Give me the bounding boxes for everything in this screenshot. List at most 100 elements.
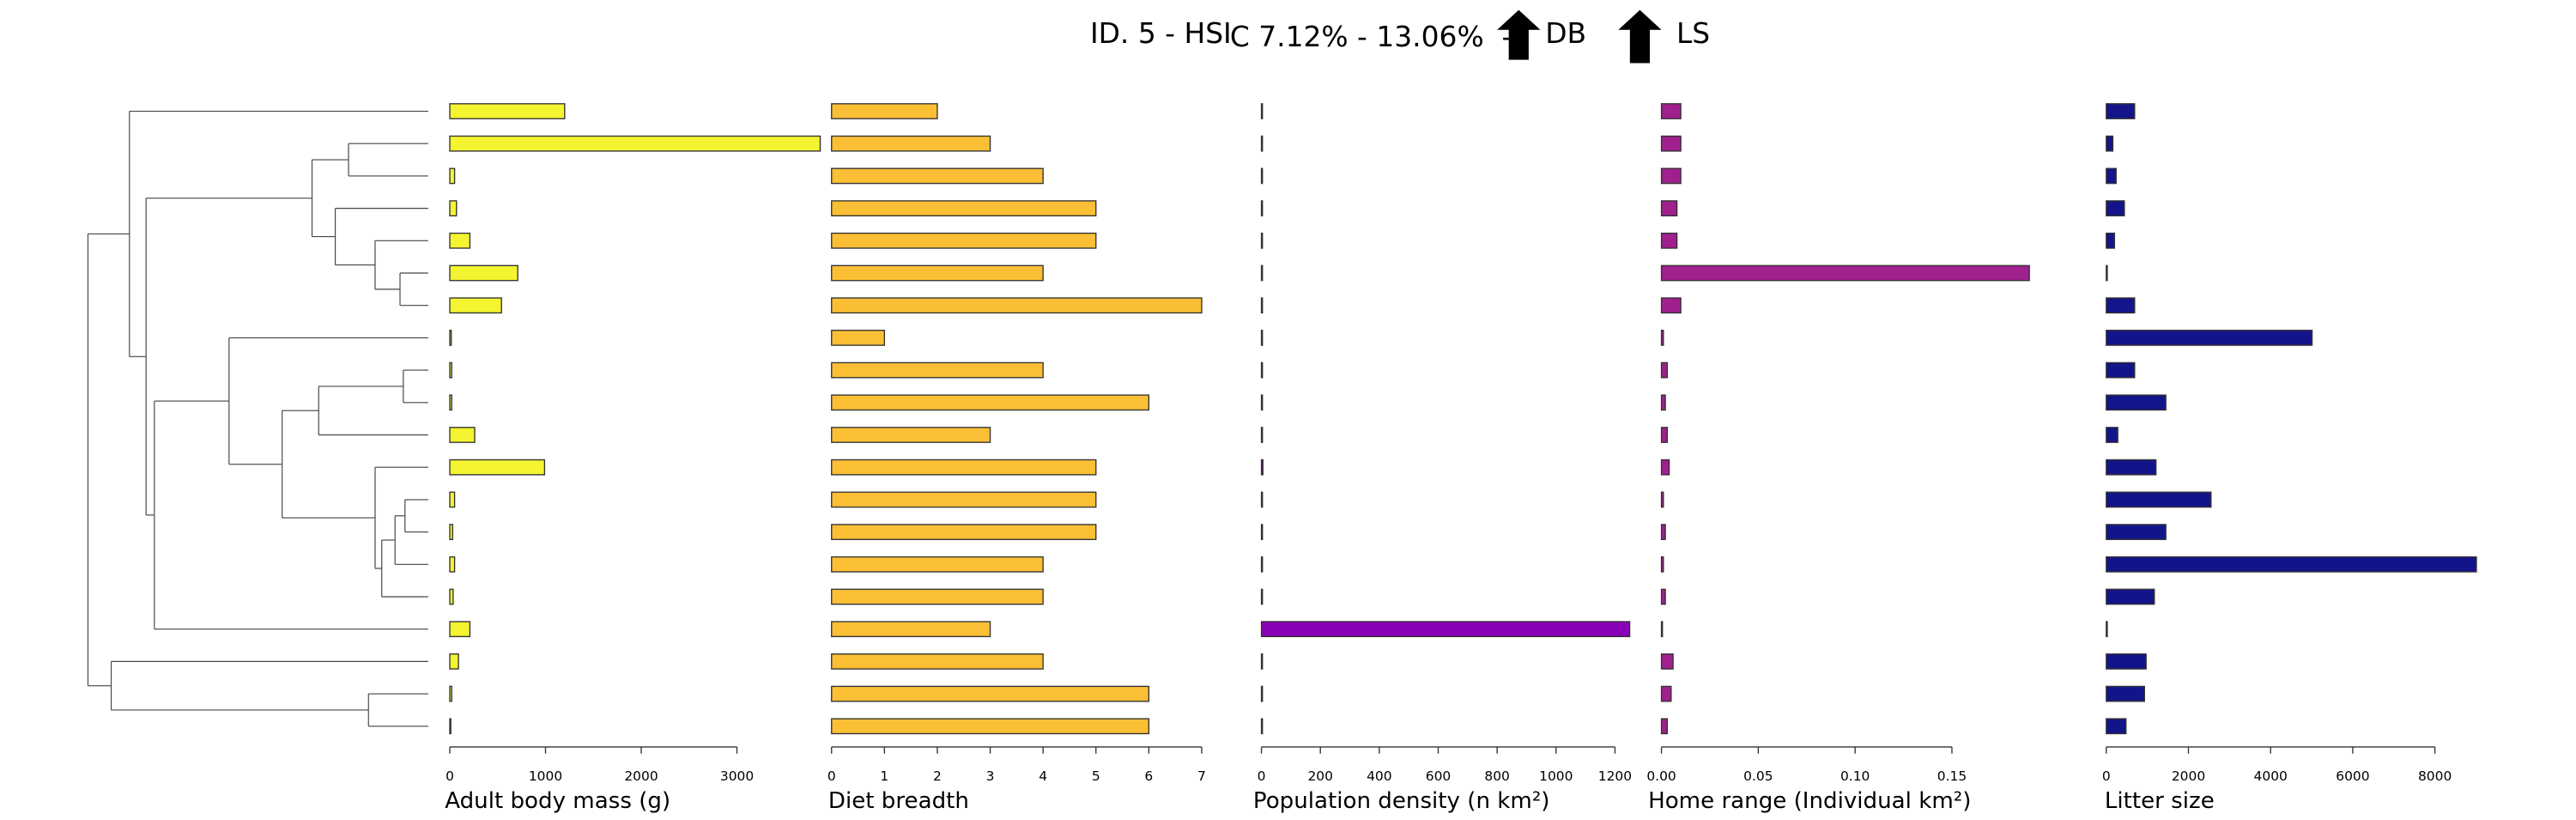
bar	[449, 330, 452, 346]
bar	[449, 103, 566, 119]
bar	[1660, 135, 1682, 152]
bar	[2106, 491, 2212, 508]
bar	[831, 361, 1044, 379]
bar	[2106, 232, 2116, 249]
bar	[449, 167, 456, 185]
bar	[2106, 330, 2313, 346]
bar	[1660, 330, 1664, 346]
x-axis-label: Diet breadth	[828, 788, 969, 814]
bar	[1660, 459, 1670, 476]
bar	[2106, 103, 2136, 119]
bar	[1660, 621, 1664, 638]
bar	[449, 718, 452, 735]
bar	[1260, 135, 1264, 152]
bar	[449, 264, 518, 282]
bar	[449, 427, 476, 443]
bar	[1660, 685, 1672, 702]
bar	[831, 685, 1150, 702]
bar	[2106, 621, 2108, 638]
bar	[1260, 556, 1264, 573]
x-tick-label: 7	[1197, 768, 1206, 784]
bar	[2106, 653, 2147, 670]
arrow-label: DB	[1545, 16, 1586, 50]
bar	[1660, 653, 1674, 670]
arrow-icon	[1618, 9, 1662, 64]
x-tick-label: 2000	[2172, 768, 2205, 784]
x-tick-label: 0	[1258, 768, 1266, 784]
x-tick-label: 200	[1307, 768, 1333, 784]
bar	[2106, 588, 2155, 605]
bar	[1660, 264, 2030, 282]
bar	[1660, 297, 1682, 314]
x-axis-label: Population density (n km²)	[1253, 788, 1550, 814]
x-tick-label: 8000	[2418, 768, 2452, 784]
bar	[1260, 459, 1264, 476]
bar	[831, 718, 1150, 735]
bar	[1260, 167, 1264, 185]
bar	[831, 167, 1044, 185]
dendrogram	[87, 110, 428, 727]
bar	[2106, 524, 2167, 540]
bar	[449, 491, 456, 508]
bar	[2106, 556, 2477, 573]
x-tick-label: 5	[1092, 768, 1100, 784]
x-tick-label: 0	[445, 768, 454, 784]
bar	[2106, 718, 2127, 735]
bar	[1260, 297, 1264, 314]
bar	[831, 394, 1150, 411]
bar	[449, 361, 452, 379]
arrow-icon	[1497, 9, 1541, 60]
x-tick-label: 2000	[624, 768, 658, 784]
title-part: C 7.12% - 13.06% -	[1230, 20, 1512, 53]
bar	[1260, 718, 1264, 735]
x-tick-label: 0	[2102, 768, 2111, 784]
bar	[1660, 588, 1666, 605]
bar	[831, 524, 1097, 540]
x-tick-label: 1000	[1539, 768, 1573, 784]
bar	[449, 459, 546, 476]
bar	[1260, 394, 1264, 411]
x-tick-label: 6	[1144, 768, 1153, 784]
bar	[831, 427, 991, 443]
bar	[449, 556, 456, 573]
x-tick-label: 1	[880, 768, 888, 784]
bar	[1660, 200, 1678, 216]
bar	[1660, 361, 1669, 379]
bar	[1660, 394, 1666, 411]
bar	[449, 394, 452, 411]
bar	[1660, 491, 1664, 508]
bar	[831, 621, 991, 638]
x-tick-label: 1000	[529, 768, 562, 784]
x-axis-label: Adult body mass (g)	[445, 788, 670, 814]
bar	[1260, 232, 1264, 249]
x-tick-label: 3000	[720, 768, 754, 784]
bar	[1260, 621, 1631, 638]
x-tick-label: 4000	[2254, 768, 2288, 784]
x-tick-label: 6000	[2336, 768, 2369, 784]
bar	[449, 621, 471, 638]
bar	[1660, 524, 1666, 540]
bar	[1260, 103, 1264, 119]
bar	[2106, 685, 2145, 702]
bar	[1260, 685, 1264, 702]
bar	[449, 685, 452, 702]
bar	[831, 200, 1097, 216]
bar	[831, 103, 938, 119]
bar	[831, 491, 1097, 508]
bar	[449, 232, 471, 249]
bar	[1660, 718, 1669, 735]
bar	[449, 200, 458, 216]
x-tick-label: 400	[1367, 768, 1392, 784]
bar	[1660, 103, 1682, 119]
bar	[1260, 588, 1264, 605]
x-tick-label: 0	[827, 768, 836, 784]
bar	[1260, 653, 1264, 670]
bar	[2106, 297, 2136, 314]
bar	[1260, 491, 1264, 508]
bar	[1260, 524, 1264, 540]
bar	[1260, 427, 1264, 443]
x-tick-label: 800	[1484, 768, 1510, 784]
bar	[831, 653, 1044, 670]
bar	[2106, 264, 2108, 282]
